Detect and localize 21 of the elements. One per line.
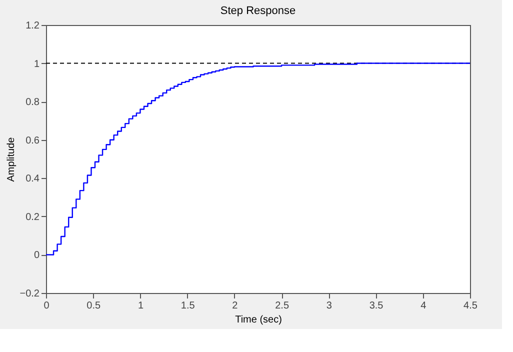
x-tick-label: 2	[232, 300, 238, 312]
y-tick-label: 0.2	[26, 212, 40, 223]
y-tick-label: 0.4	[26, 174, 40, 185]
x-tick-label: 0	[44, 300, 50, 312]
x-axis-title: Time (sec)	[235, 314, 282, 326]
chart-title: Step Response	[220, 5, 296, 17]
x-tick-label: 0.5	[86, 300, 101, 312]
x-tick-label: 1.5	[180, 300, 196, 312]
y-tick-label: 1	[34, 58, 40, 70]
x-tick-label: 4	[420, 300, 427, 312]
x-tick-label: 3.5	[369, 300, 384, 312]
y-tick-label: 1.2	[26, 20, 40, 32]
x-tick-label: 2.5	[275, 300, 290, 312]
x-tick-label: 4.5	[464, 300, 478, 312]
x-tick-label: 3	[326, 300, 332, 312]
y-tick-label: 0	[34, 250, 40, 262]
x-tick-label: 1	[138, 300, 144, 312]
y-axis-title: Amplitude	[6, 136, 17, 182]
y-tick-label: −0.2	[20, 288, 40, 300]
y-tick-label: 0.6	[26, 135, 40, 146]
y-tick-label: 0.8	[26, 97, 40, 108]
